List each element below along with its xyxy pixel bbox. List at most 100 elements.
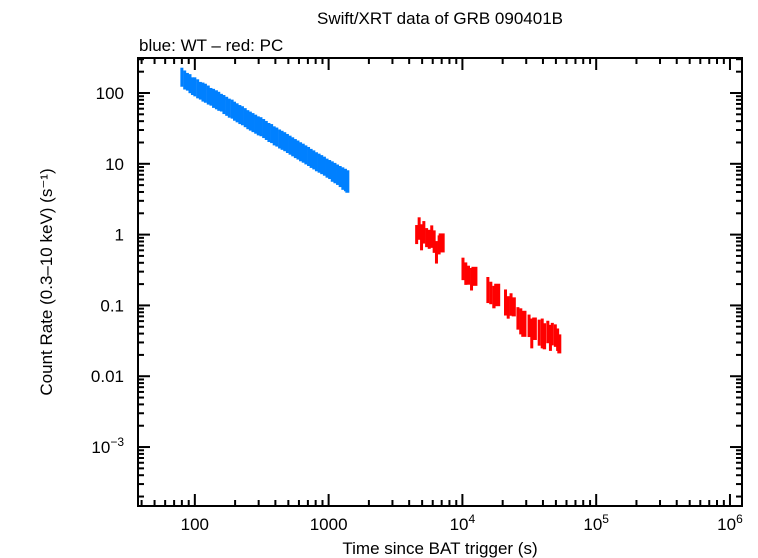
data-point-wt	[190, 77, 194, 96]
data-point-wt	[264, 120, 268, 140]
data-point-wt	[206, 85, 210, 105]
data-point-wt	[254, 114, 258, 134]
data-point-wt	[259, 117, 263, 137]
data-point-wt	[341, 167, 345, 190]
data-point-wt	[336, 164, 340, 185]
data-point-wt	[293, 139, 297, 159]
data-point-wt	[291, 137, 295, 157]
data-point-wt	[296, 140, 300, 160]
data-point-wt	[225, 96, 229, 116]
series-wt	[180, 67, 350, 193]
data-point-wt	[307, 146, 311, 166]
series-pc	[415, 217, 562, 354]
data-point-pc	[548, 324, 552, 351]
data-point-pc	[486, 276, 490, 304]
data-point-pc	[434, 241, 438, 264]
data-point-wt	[256, 116, 260, 136]
data-point-pc	[422, 221, 426, 244]
data-point-wt	[217, 91, 221, 111]
data-point-pc	[511, 297, 516, 317]
data-point-wt	[209, 87, 213, 106]
data-point-wt	[328, 160, 332, 180]
y-tick-label: 10	[105, 155, 124, 174]
data-point-pc	[461, 257, 465, 281]
data-point-pc	[537, 319, 541, 346]
data-point-pc	[432, 230, 436, 253]
data-point-pc	[420, 224, 424, 251]
data-point-pc	[557, 334, 562, 354]
data-point-pc	[550, 322, 554, 346]
data-point-wt	[188, 74, 192, 94]
data-point-pc	[530, 318, 534, 349]
data-point-wt	[285, 133, 289, 153]
y-tick-label: 0.01	[91, 367, 124, 386]
data-point-wt	[214, 90, 218, 110]
data-point-pc	[489, 281, 493, 305]
data-point-wt	[299, 142, 303, 162]
data-point-pc	[430, 225, 434, 248]
data-point-pc	[492, 285, 496, 309]
data-point-pc	[527, 314, 531, 338]
data-point-wt	[233, 101, 237, 121]
data-point-pc	[540, 318, 544, 349]
data-point-wt	[219, 93, 223, 112]
data-point-wt	[338, 165, 342, 188]
data-point-wt	[288, 135, 292, 155]
data-point-wt	[275, 127, 279, 147]
data-point-wt	[267, 122, 271, 143]
data-point-pc	[471, 266, 478, 286]
data-point-pc	[504, 289, 508, 316]
data-point-wt	[222, 95, 226, 115]
x-axis-label: Time since BAT trigger (s)	[342, 539, 537, 558]
data-point-wt	[304, 145, 308, 165]
data-point-wt	[183, 70, 187, 90]
data-point-wt	[322, 156, 326, 176]
data-point-wt	[320, 155, 324, 175]
data-point-pc	[519, 308, 523, 335]
data-point-wt	[270, 124, 274, 144]
x-tick-label: 106	[717, 512, 743, 534]
data-point-wt	[301, 143, 305, 163]
y-tick-label: 10−3	[91, 435, 124, 457]
data-point-wt	[240, 106, 244, 126]
plot-frame	[137, 57, 743, 507]
y-tick-label: 100	[96, 84, 124, 103]
data-point-wt	[262, 119, 266, 139]
data-point-pc	[464, 262, 468, 285]
y-axis-label: Count Rate (0.3–10 keV) (s⁻¹)	[37, 168, 56, 395]
data-point-pc	[415, 225, 419, 245]
data-point-pc	[509, 293, 513, 316]
data-point-wt	[246, 110, 250, 130]
data-point-pc	[546, 320, 550, 344]
x-tick-label: 105	[583, 512, 609, 534]
data-point-wt	[230, 99, 234, 119]
data-point-wt	[201, 82, 205, 102]
data-point-wt	[312, 150, 316, 170]
data-point-wt	[330, 161, 334, 182]
data-point-pc	[466, 265, 470, 285]
data-point-pc	[542, 323, 547, 350]
data-point-pc	[494, 283, 501, 307]
data-point-wt	[193, 77, 197, 97]
data-point-wt	[283, 132, 287, 152]
data-point-pc	[521, 310, 527, 337]
data-point-wt	[345, 170, 350, 193]
data-point-pc	[506, 296, 510, 319]
data-point-wt	[196, 79, 200, 99]
data-point-wt	[278, 129, 282, 149]
data-point-wt	[272, 126, 276, 146]
data-point-pc	[427, 229, 431, 249]
data-point-wt	[212, 88, 216, 108]
data-point-wt	[235, 103, 239, 123]
x-tick-label: 104	[450, 512, 476, 534]
data-point-pc	[516, 307, 520, 330]
data-point-wt	[325, 158, 329, 178]
data-point-wt	[185, 72, 189, 91]
data-point-wt	[333, 162, 337, 184]
data-point-wt	[238, 105, 242, 125]
data-point-wt	[243, 108, 247, 128]
x-tick-label: 1000	[310, 515, 348, 534]
data-point-wt	[180, 67, 184, 87]
